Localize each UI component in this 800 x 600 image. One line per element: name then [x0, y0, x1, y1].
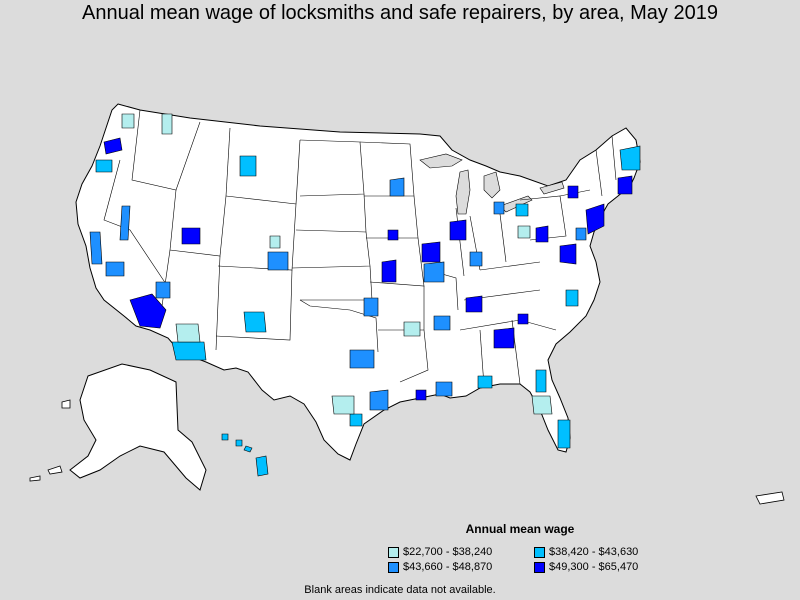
region-cleveland — [515, 203, 529, 217]
region-bakersfield — [105, 261, 125, 277]
region-denver — [267, 251, 289, 271]
aleutian-islands — [29, 399, 71, 482]
region-philadelphia — [575, 227, 587, 241]
legend-title: Annual mean wage — [465, 522, 575, 536]
region-sf — [89, 231, 103, 265]
region-los-angeles — [129, 293, 167, 329]
legend-item-3: $43,660 - $48,870 — [388, 561, 492, 573]
region-houston — [369, 389, 389, 411]
legend-label-3: $43,660 - $48,870 — [403, 561, 493, 573]
state-borders — [103, 109, 617, 387]
region-spokane — [239, 155, 257, 177]
region-minneapolis — [389, 177, 405, 197]
region-idaho — [161, 113, 173, 135]
region-tallahassee — [531, 395, 553, 415]
region-wv — [517, 225, 531, 239]
region-detroit — [493, 201, 505, 215]
region-san-antonio — [331, 395, 355, 415]
region-phoenix-outer — [171, 341, 207, 361]
legend-swatch-2 — [534, 546, 545, 558]
region-tucson — [243, 311, 267, 333]
region-austin — [349, 413, 363, 427]
region-jacksonville — [535, 369, 547, 393]
region-little-rock — [403, 321, 421, 337]
region-buffalo — [567, 185, 579, 199]
region-raleigh — [565, 289, 579, 307]
region-portland — [95, 159, 113, 173]
legend-swatch-3 — [388, 561, 399, 573]
region-tulsa — [363, 297, 379, 317]
region-reno — [119, 205, 131, 241]
footnote: Blank areas indicate data not available. — [304, 584, 496, 596]
legend-swatch-1 — [388, 546, 399, 558]
region-springfield — [421, 241, 441, 263]
region-boston — [617, 175, 633, 195]
region-miami — [557, 419, 571, 449]
region-kansas-city — [381, 259, 397, 283]
region-el-paso — [175, 323, 201, 343]
puerto-rico — [755, 491, 785, 505]
legend-item-1: $22,700 - $38,240 — [388, 546, 492, 558]
region-memphis — [433, 315, 451, 331]
legend-label-2: $38,420 - $43,630 — [549, 546, 639, 558]
region-maine — [619, 145, 641, 171]
region-chicago — [449, 219, 467, 241]
region-dc — [559, 243, 577, 265]
legend-item-2: $38,420 - $43,630 — [534, 546, 638, 558]
region-albuquerque — [155, 281, 171, 299]
map-title: Annual mean wage of locksmiths and safe … — [82, 2, 718, 24]
alaska-outline — [69, 363, 207, 491]
region-st-louis — [423, 261, 445, 283]
region-baton-rouge — [435, 381, 453, 397]
legend-label-1: $22,700 - $38,240 — [403, 546, 493, 558]
region-nashville — [465, 295, 483, 313]
wage-regions — [89, 113, 641, 449]
region-dallas — [349, 349, 375, 369]
region-nyc — [585, 203, 605, 235]
lake-ontario — [539, 181, 565, 195]
region-columbia — [517, 313, 529, 325]
region-mobile — [477, 375, 493, 389]
legend-label-4: $49,300 - $65,470 — [549, 561, 639, 573]
legend-swatch-4 — [534, 561, 545, 573]
lake-michigan — [455, 169, 471, 215]
region-salt-lake — [181, 227, 201, 245]
region-atlanta — [493, 327, 515, 349]
region-washington-east — [121, 113, 135, 129]
region-pittsburgh — [535, 225, 549, 243]
lake-huron — [483, 171, 501, 199]
region-wichita — [269, 235, 281, 249]
region-new-orleans — [415, 389, 427, 401]
region-seattle — [103, 137, 123, 155]
region-des-moines — [387, 229, 399, 241]
lake-superior — [419, 153, 463, 169]
region-indianapolis — [469, 251, 483, 267]
legend-item-4: $49,300 - $65,470 — [534, 561, 638, 573]
hawaii-islands — [221, 433, 269, 477]
